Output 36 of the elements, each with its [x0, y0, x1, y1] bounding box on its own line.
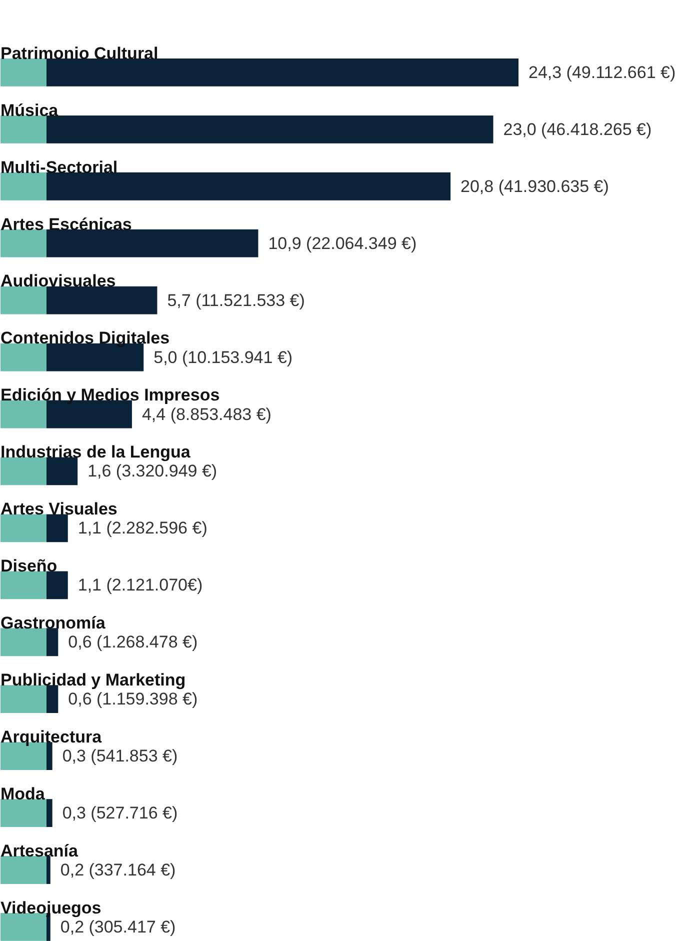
data-label: 1,6 (3.320.949 €) [88, 462, 218, 481]
data-label: 5,0 (10.153.941 €) [154, 348, 293, 367]
data-label: 0,3 (541.853 €) [62, 746, 178, 766]
y-tick-label: Música [0, 100, 59, 120]
data-label: 4,4 (8.853.483 €) [142, 404, 272, 424]
data-label: 20,8 (41.930.635 €) [460, 176, 609, 196]
bar [46, 856, 50, 884]
data-label: 1,1 (2.282.596 €) [78, 518, 208, 538]
data-label: 0,2 (305.417 €) [60, 917, 176, 936]
bar [46, 628, 58, 656]
data-label: 24,3 (49.112.661 €) [528, 62, 676, 82]
y-tick-label: Publicidad y Marketing [0, 670, 186, 690]
data-label: 5,7 (11.521.533 €) [167, 290, 305, 310]
data-label: 0,6 (1.159.398 €) [68, 690, 198, 709]
y-tick-label: Diseño [0, 556, 58, 576]
y-tick-label: Videojuegos [0, 898, 102, 918]
y-tick-label: Audiovisuales [0, 272, 116, 291]
data-label: 0,2 (337.164 €) [60, 860, 176, 880]
y-tick-label: Artesanía [0, 841, 79, 860]
y-tick-label: Arquitectura [0, 727, 102, 746]
data-label: 1,1 (2.121.070€) [78, 576, 203, 595]
y-tick-label: Contenidos Digitales [0, 328, 170, 348]
bar [46, 799, 52, 827]
data-label: 23,0 (46.418.265 €) [503, 120, 652, 139]
y-tick-label: Moda [0, 784, 46, 804]
y-tick-label: Industrias de la Lengua [0, 442, 191, 462]
y-tick-label: Artes Visuales [0, 500, 118, 519]
y-tick-label: Artes Escénicas [0, 214, 132, 234]
data-label: 0,6 (1.268.478 €) [68, 632, 198, 652]
y-tick-label: Edición y Medios Impresos [0, 386, 220, 405]
y-tick-label: Multi-Sectorial [0, 158, 118, 177]
data-label: 0,3 (527.716 €) [62, 804, 178, 823]
bar [46, 685, 58, 714]
data-label: 10,9 (22.064.349 €) [268, 234, 417, 253]
y-tick-label: Patrimonio Cultural [0, 44, 158, 63]
y-tick-label: Gastronomía [0, 614, 106, 633]
